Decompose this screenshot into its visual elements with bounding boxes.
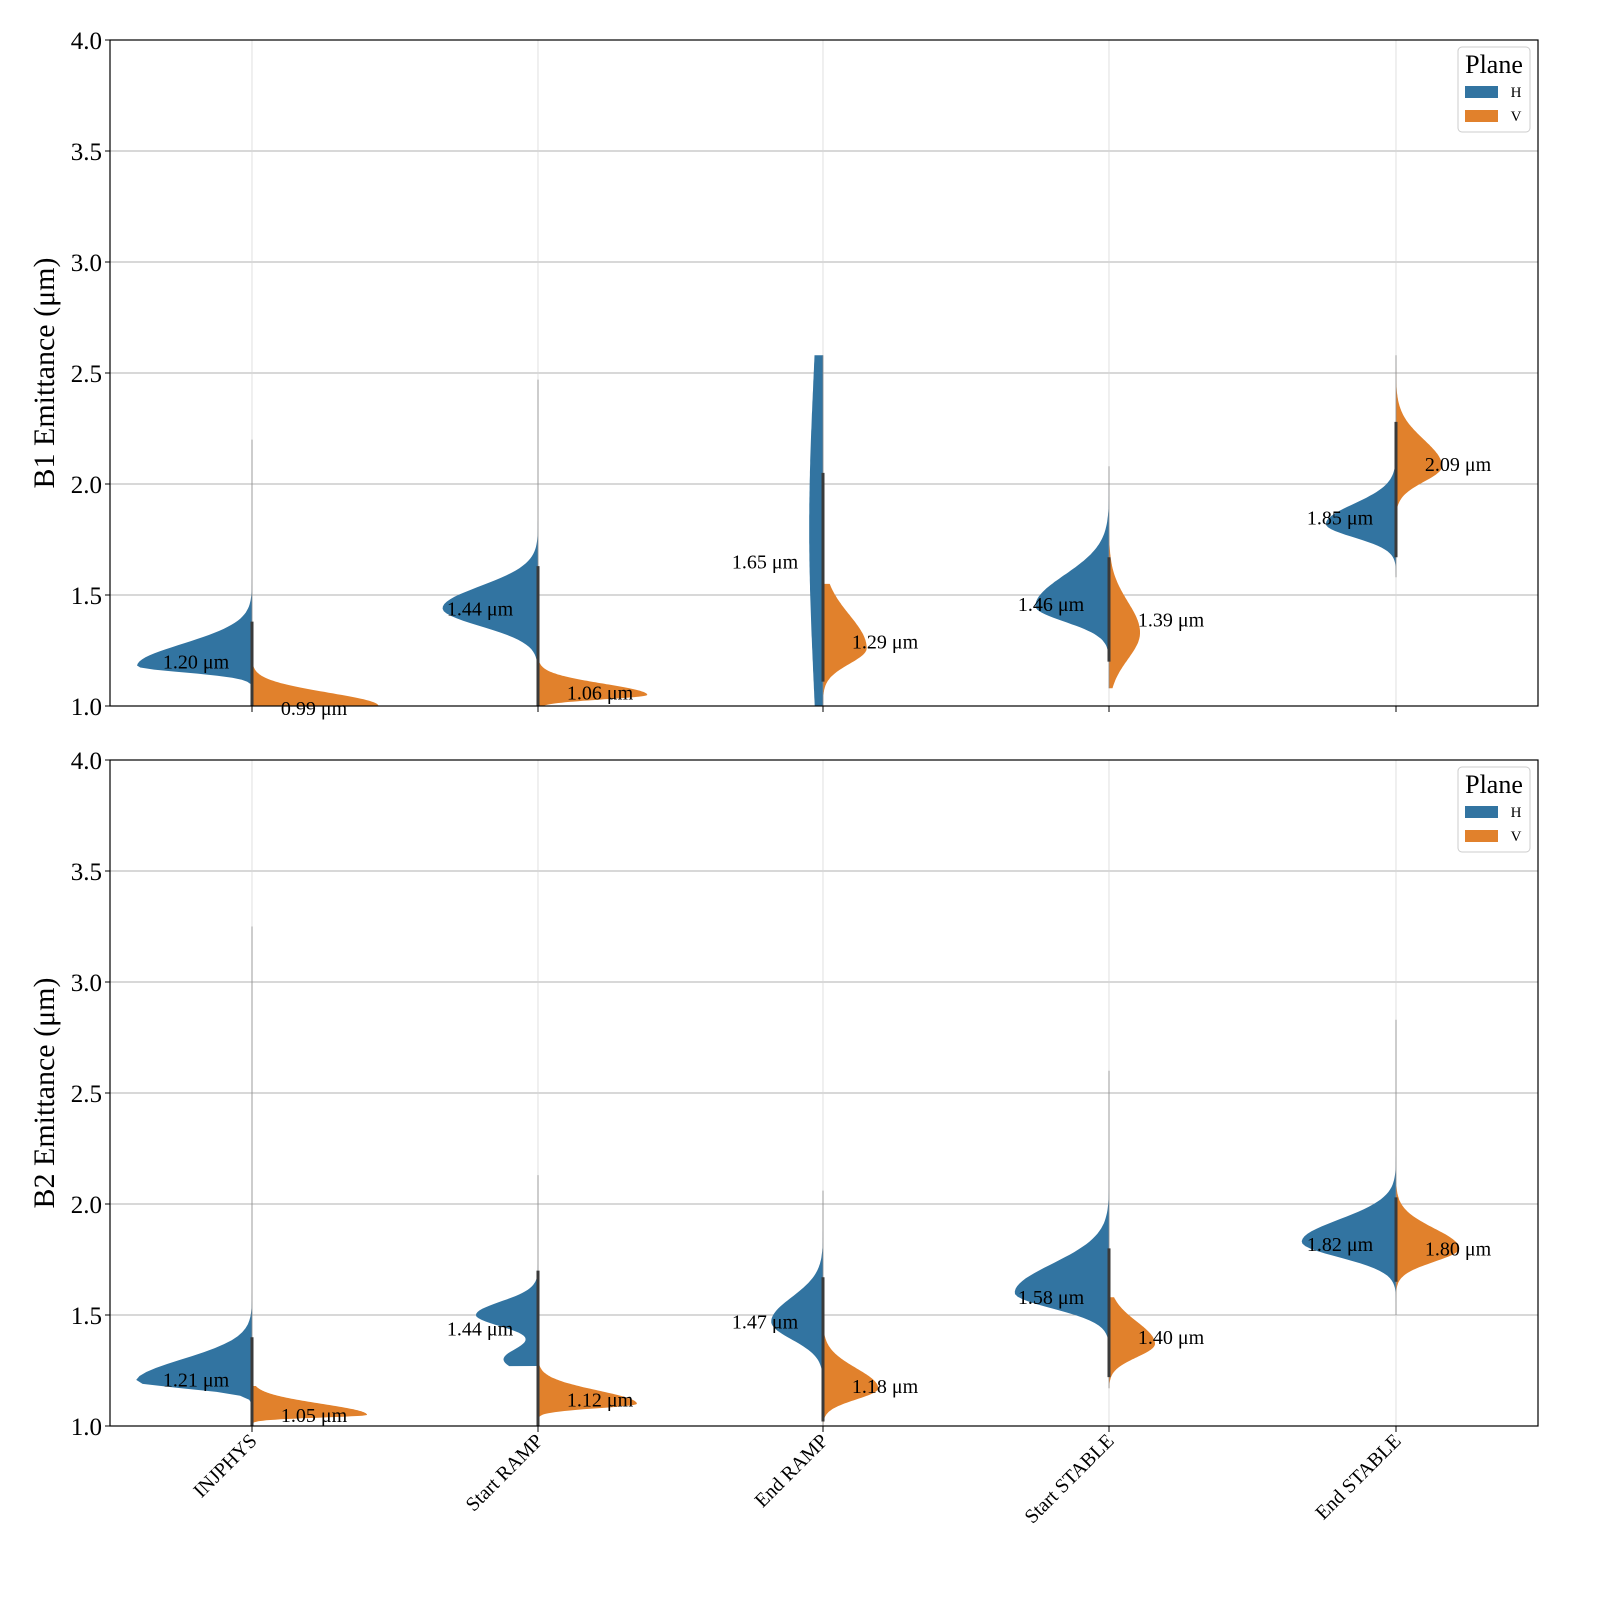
x-tick-label: INJPHYS [189,1430,261,1502]
y-tick-label: 3.5 [71,859,102,886]
y-tick-label: 3.5 [71,139,102,166]
x-tick-label: Start RAMP [462,1430,548,1516]
legend-label-h: H [1511,805,1522,821]
y-tick-label: 1.0 [71,1414,102,1441]
y-tick-label: 1.0 [71,694,102,721]
violin-v [823,583,867,695]
violin-h [475,1175,538,1367]
value-label-v: 1.06 μm [567,683,634,705]
y-tick-label: 4.0 [71,28,102,55]
value-label-v: 2.09 μm [1425,454,1492,476]
violin-h [1035,466,1109,662]
violin-v [1109,528,1140,689]
violin-v [1396,361,1442,518]
violin-v [252,617,379,706]
y-tick-label: 3.0 [71,250,102,277]
x-tick-label: End RAMP [751,1430,833,1512]
value-label-h: 1.46 μm [1018,594,1085,616]
y-tick-label: 2.0 [71,472,102,499]
legend-title: Plane [1465,770,1523,799]
value-label-h: 1.21 μm [163,1369,230,1391]
panel-2: 1.0 1.5 2.0 2.5 3.0 3.5 4.0 1.21 μm 1.44 μm 1.47 … [28,748,1539,1528]
violin-v [252,1386,367,1426]
violin-v [1396,1186,1460,1302]
violin-v [1109,1297,1155,1389]
legend-label-h: H [1511,85,1522,101]
legend-swatch-h [1465,806,1498,818]
y-tick-label: 1.5 [71,583,102,610]
value-label-h: 1.20 μm [163,652,230,674]
y-tick-label: 4.0 [71,748,102,775]
value-label-v: 1.18 μm [852,1376,919,1398]
axes-frame [109,39,1539,707]
value-label-h: 1.82 μm [1307,1234,1374,1256]
y-axis-label: B2 Emittance (μm) [28,977,61,1208]
value-label-h: 1.58 μm [1018,1287,1085,1309]
violin-h [1325,355,1396,578]
value-label-v: 1.12 μm [567,1389,634,1411]
legend-title: Plane [1465,50,1523,79]
y-tick-label: 2.5 [71,1081,102,1108]
violin-h [442,379,538,667]
axes-frame [109,759,1539,1427]
value-label-v: 1.05 μm [281,1405,348,1427]
value-label-h: 1.47 μm [732,1312,799,1334]
value-label-v: 1.80 μm [1425,1238,1492,1260]
violin-v [538,661,648,706]
legend: Plane HV [1457,766,1531,853]
y-tick-label: 2.5 [71,361,102,388]
legend-label-v: V [1511,109,1522,125]
legend-swatch-v [1465,110,1498,122]
legend: Plane HV [1457,46,1531,133]
y-axis-label: B1 Emittance (μm) [28,257,61,488]
violin-h [771,1190,823,1382]
y-tick-label: 2.0 [71,1192,102,1219]
x-tick-label: Start STABLE [1020,1430,1118,1528]
y-tick-label: 3.0 [71,970,102,997]
value-label-h: 1.85 μm [1307,507,1374,529]
panel-1: 1.0 1.5 2.0 2.5 3.0 3.5 4.0 1.20 μm 1.44 μm 1.65 … [28,28,1539,721]
legend-swatch-v [1465,830,1498,842]
violin-v [823,1326,879,1426]
violin-h [1014,1070,1109,1387]
value-label-h: 1.44 μm [447,598,514,620]
violin-h [137,439,252,684]
violin-h [809,355,823,706]
value-label-h: 1.65 μm [732,552,799,574]
value-label-h: 1.44 μm [447,1318,514,1340]
x-tick-label: End STABLE [1311,1430,1405,1524]
value-label-v: 1.40 μm [1138,1327,1205,1349]
value-label-v: 1.29 μm [852,632,919,654]
legend-label-v: V [1511,829,1522,845]
violin-h [136,926,252,1404]
value-label-v: 1.39 μm [1138,609,1205,631]
value-label-v: 0.99 μm [281,698,348,720]
violin-v [538,1359,637,1426]
legend-swatch-h [1465,86,1498,98]
y-tick-label: 1.5 [71,1303,102,1330]
violin-h [1301,1019,1396,1315]
